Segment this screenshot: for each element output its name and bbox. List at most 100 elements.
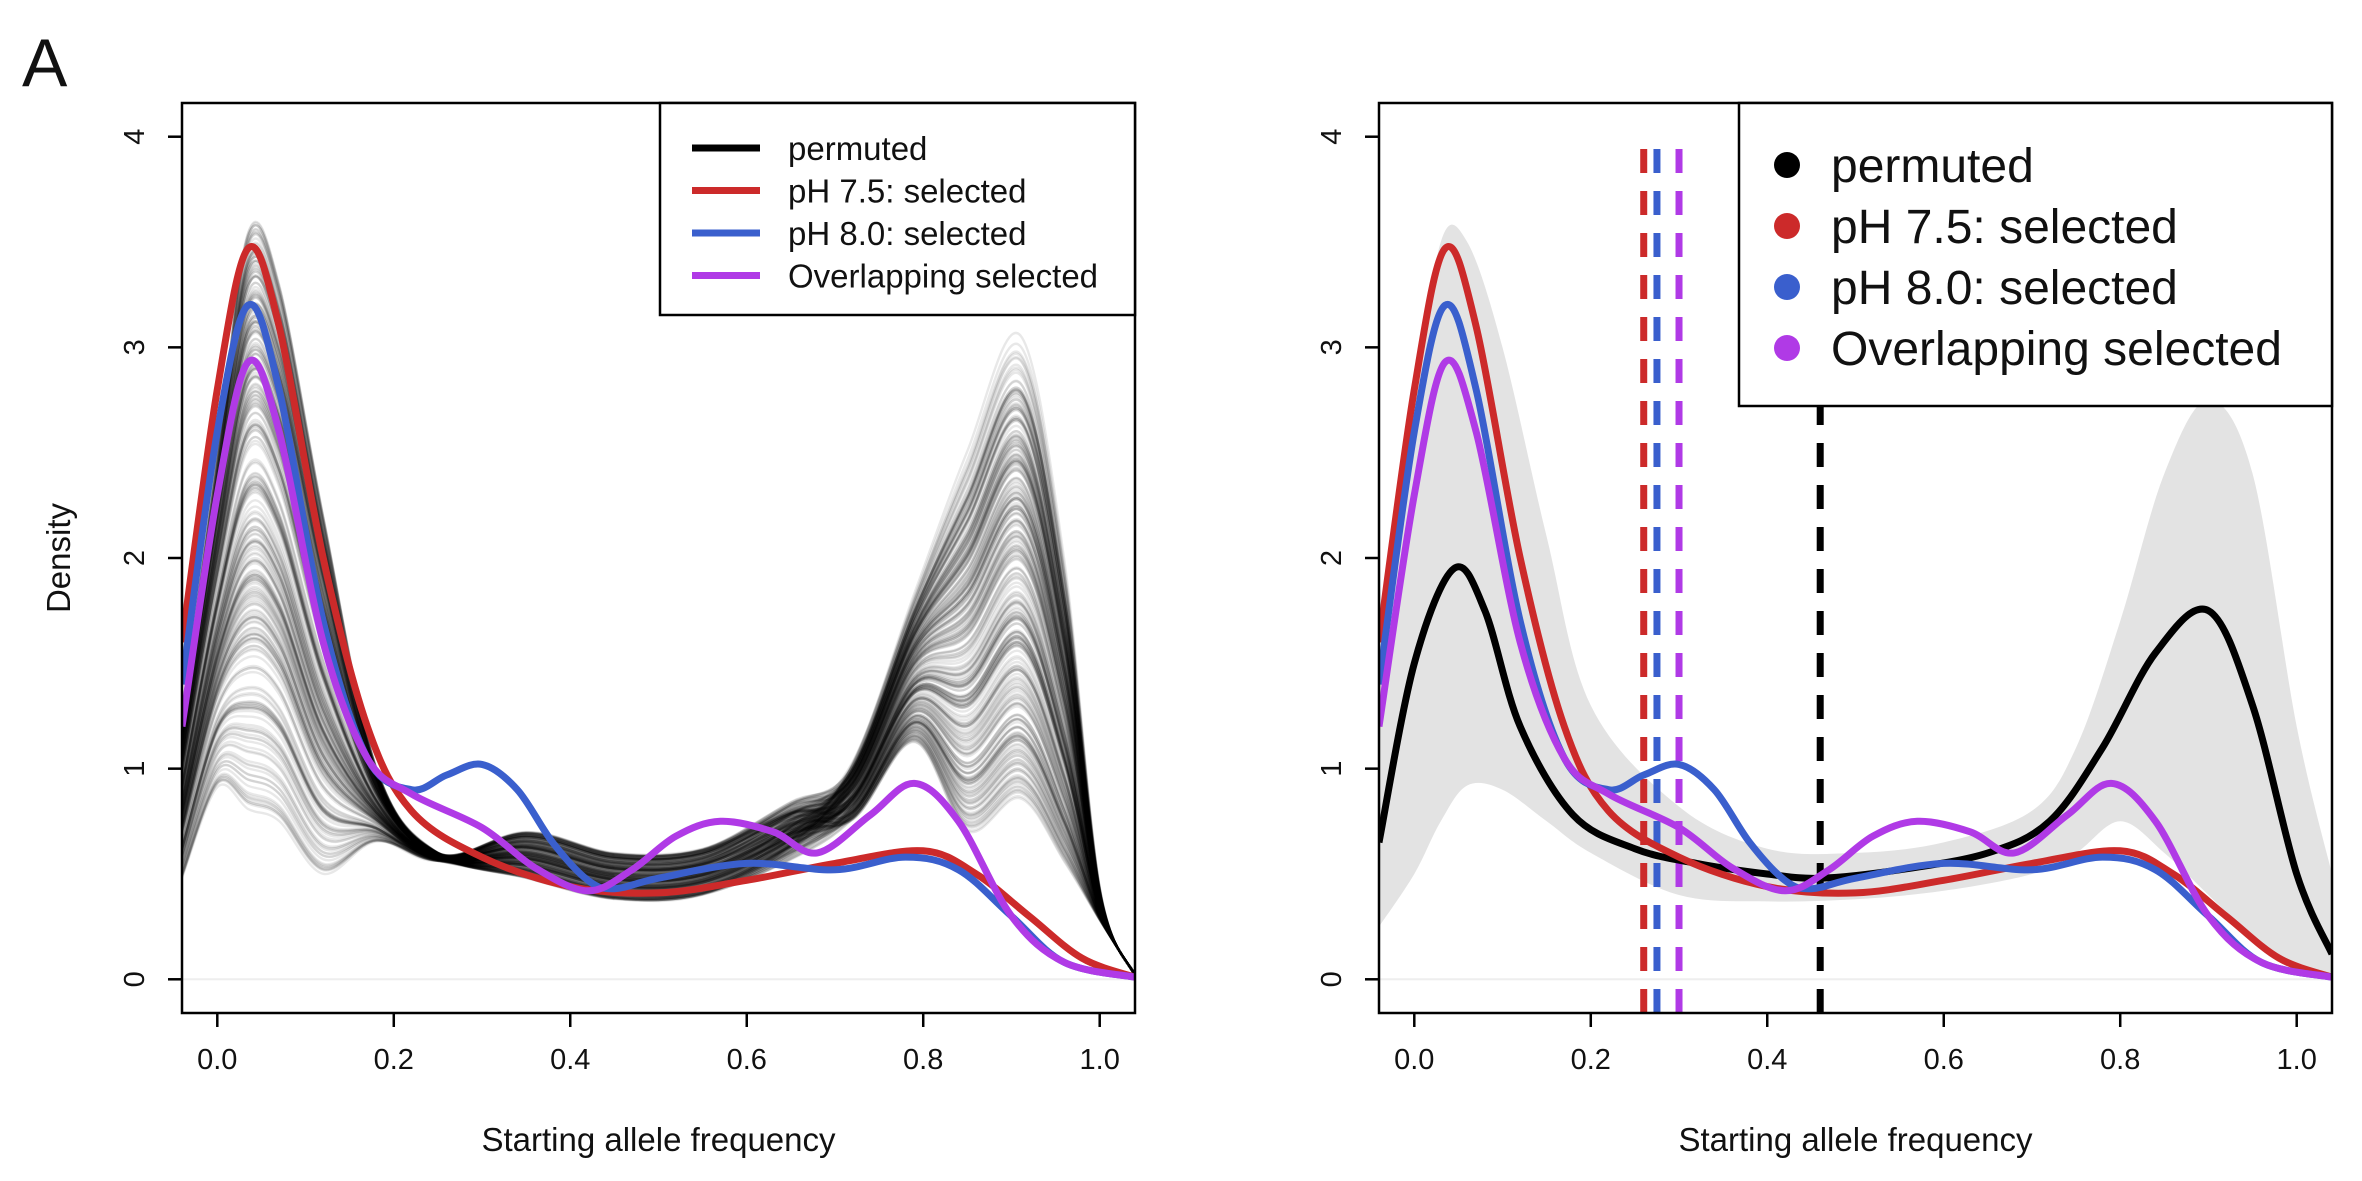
permutation-curve bbox=[182, 348, 1135, 976]
permutation-curve bbox=[182, 325, 1135, 976]
legend-label: pH 7.5: selected bbox=[788, 173, 1026, 210]
permutation-curve bbox=[182, 504, 1135, 976]
permutation-curve bbox=[182, 319, 1135, 976]
permutation-curve bbox=[182, 352, 1135, 976]
permutation-curve bbox=[182, 435, 1135, 976]
permutation-curve bbox=[182, 405, 1135, 976]
permutation-curve bbox=[182, 425, 1135, 976]
permutation-curve bbox=[182, 252, 1135, 976]
permutation-curve bbox=[182, 320, 1135, 976]
permutation-curve bbox=[182, 522, 1135, 976]
permutation-curve bbox=[182, 349, 1135, 976]
permutation-curve bbox=[182, 371, 1135, 976]
permutation-curve bbox=[182, 480, 1135, 976]
permutation-curve bbox=[182, 496, 1135, 976]
permutation-curve bbox=[182, 531, 1135, 976]
x-tick-label: 0.4 bbox=[550, 1044, 590, 1076]
permutation-curve bbox=[182, 346, 1135, 976]
permutation-curve bbox=[182, 404, 1135, 976]
permutation-curve bbox=[182, 435, 1135, 976]
permutation-curve bbox=[182, 541, 1135, 976]
permutation-curve bbox=[182, 525, 1135, 976]
permutation-curve bbox=[182, 539, 1135, 976]
permutation-curve bbox=[182, 380, 1135, 976]
permutation-curve bbox=[182, 459, 1135, 976]
permutation-curve bbox=[182, 316, 1135, 976]
permutation-curve bbox=[182, 368, 1135, 976]
legend-label: permuted bbox=[1831, 140, 2034, 193]
permutation-curve bbox=[182, 322, 1135, 976]
x-tick-label: 0.6 bbox=[1924, 1044, 1964, 1076]
permutation-curve bbox=[182, 477, 1135, 976]
permutation-curve bbox=[182, 460, 1135, 976]
permutation-curve bbox=[182, 448, 1135, 976]
permutation-curve bbox=[182, 459, 1135, 976]
permutation-curve bbox=[182, 412, 1135, 976]
permutation-curve bbox=[182, 281, 1135, 976]
legend-marker-dot bbox=[1774, 335, 1800, 361]
permutation-curve bbox=[182, 461, 1135, 976]
x-tick-label: 1.0 bbox=[1080, 1044, 1120, 1076]
permutation-curve bbox=[182, 255, 615, 869]
y-tick-label: 4 bbox=[1316, 129, 1348, 145]
permutation-curve bbox=[182, 505, 1135, 976]
panel-label: A bbox=[22, 25, 68, 101]
permutation-curve bbox=[182, 462, 1135, 976]
series-line bbox=[182, 243, 1135, 981]
legend-label: Overlapping selected bbox=[1831, 323, 2282, 376]
permutation-curve bbox=[182, 389, 1135, 976]
permutation-curve bbox=[182, 452, 1135, 976]
permutation-curve bbox=[182, 385, 1135, 976]
permutation-curve bbox=[182, 483, 1135, 976]
permutation-curve bbox=[182, 233, 1135, 976]
permutation-curve bbox=[182, 430, 1135, 976]
permutation-curve bbox=[182, 429, 1135, 976]
permutation-curve bbox=[182, 478, 1135, 976]
permutation-curve bbox=[182, 459, 1135, 976]
permutation-curve bbox=[182, 504, 1135, 976]
permutation-curve bbox=[182, 457, 1135, 976]
permutation-curve bbox=[182, 484, 1135, 976]
permutation-curve bbox=[182, 259, 1135, 976]
series-line bbox=[1379, 356, 2332, 981]
permutation-curve bbox=[182, 448, 1135, 976]
permutation-curve bbox=[182, 417, 1135, 976]
permutation-curve bbox=[182, 435, 1135, 976]
legend-box bbox=[1737, 101, 2334, 408]
permutation-curve bbox=[182, 476, 1135, 976]
permutation-curve bbox=[182, 398, 1135, 976]
permutation-curve bbox=[182, 325, 1135, 976]
permutation-curve bbox=[182, 466, 1135, 976]
permutation-curve bbox=[182, 353, 1135, 976]
permutation-curve bbox=[182, 505, 1135, 976]
x-tick-label: 0.2 bbox=[1571, 1044, 1611, 1076]
x-tick-label: 0.8 bbox=[903, 1044, 943, 1076]
permutation-curve bbox=[182, 220, 1135, 976]
permutation-curve bbox=[182, 285, 1135, 976]
permutation-curve bbox=[182, 389, 1135, 976]
permutation-curve bbox=[182, 353, 1135, 976]
permutation-curve bbox=[182, 489, 1135, 976]
permutation-curve bbox=[182, 399, 1135, 976]
permutation-curve bbox=[182, 388, 1135, 976]
x-tick-label: 1.0 bbox=[2277, 1044, 2317, 1076]
legend-label: permuted bbox=[788, 130, 927, 167]
series-line bbox=[1379, 563, 2332, 956]
permutation-curve bbox=[182, 491, 1135, 976]
permutation-curve bbox=[182, 223, 1135, 976]
permutation-curve bbox=[182, 302, 1135, 976]
permutation-curve bbox=[182, 253, 1135, 976]
permutation-curve bbox=[182, 261, 1135, 976]
permutation-curve bbox=[182, 512, 1135, 976]
permutation-curve bbox=[182, 350, 1135, 976]
permutation-curve bbox=[182, 393, 1135, 976]
permutation-curve bbox=[182, 228, 1135, 976]
permutation-curve bbox=[182, 507, 1135, 976]
permutation-curve bbox=[182, 241, 615, 877]
permutation-curve bbox=[182, 475, 1135, 976]
permutation-curve bbox=[182, 293, 1135, 976]
series-line bbox=[1379, 243, 2332, 981]
legend-label: pH 7.5: selected bbox=[1831, 201, 2178, 254]
permutation-curve bbox=[182, 391, 1135, 976]
